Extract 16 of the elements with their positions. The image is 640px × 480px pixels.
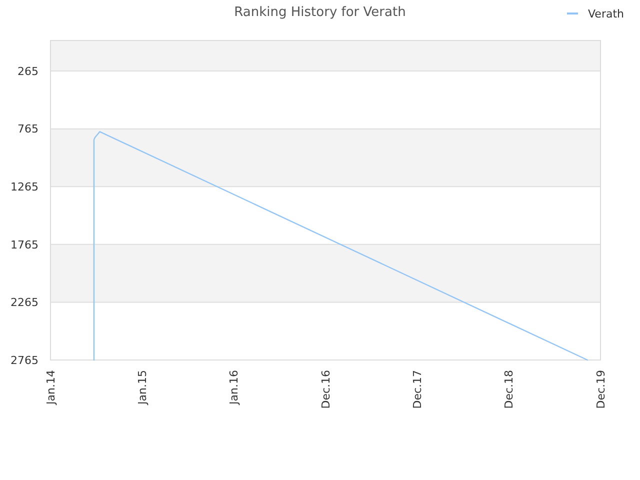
x-tick-label: Dec.18 xyxy=(502,370,516,409)
x-tick-label: Dec.17 xyxy=(411,370,424,409)
x-tick-label: Dec.16 xyxy=(319,370,332,409)
chart-title: Ranking History for Verath xyxy=(234,5,406,20)
y-tick-label: 265 xyxy=(18,64,38,78)
x-tick-label: Jan.14 xyxy=(44,370,58,406)
y-tick-label: 1265 xyxy=(10,180,38,194)
y-tick-label: 2265 xyxy=(10,296,38,310)
y-tick-label: 765 xyxy=(18,122,38,136)
line-series xyxy=(93,131,588,361)
legend-label: Verath xyxy=(588,7,624,20)
y-tick-label: 2765 xyxy=(10,354,38,367)
x-tick-label: Jan.15 xyxy=(136,370,150,406)
x-tick-label: Dec.19 xyxy=(594,370,608,409)
x-tick-label: Jan.16 xyxy=(228,370,241,406)
y-tick-label: 1765 xyxy=(10,238,38,252)
